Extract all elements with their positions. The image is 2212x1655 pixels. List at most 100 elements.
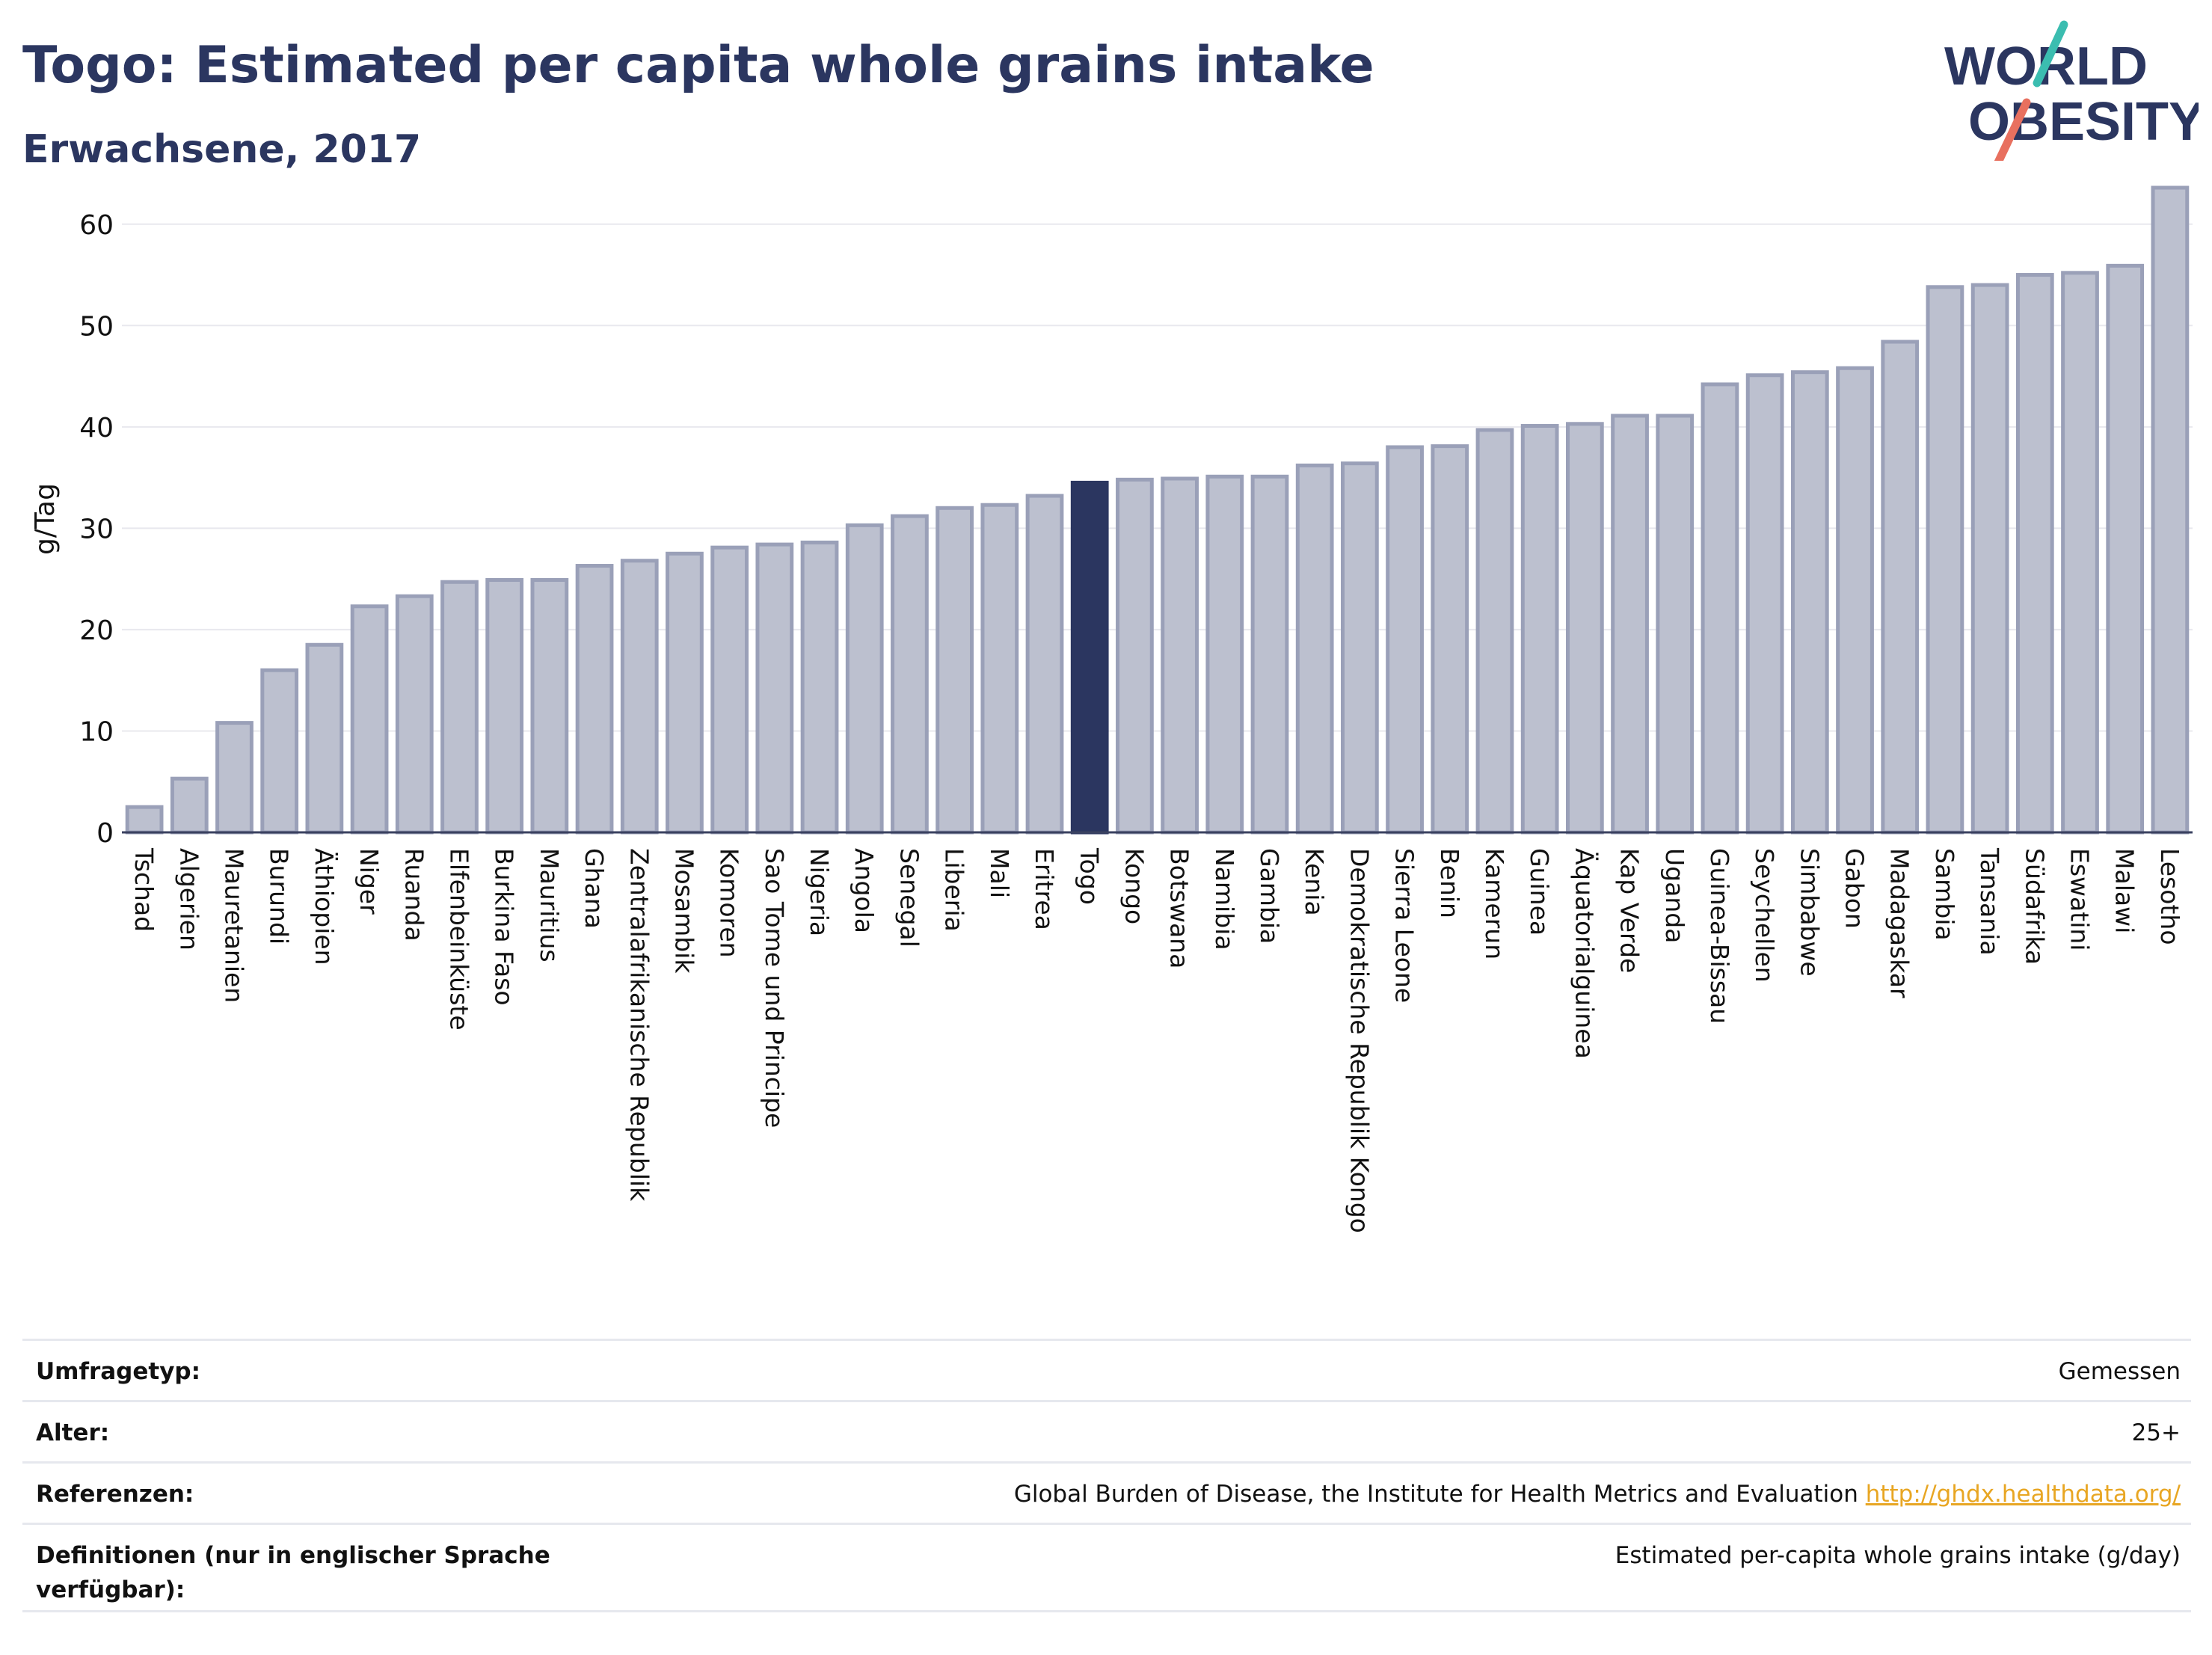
x-tick-label: Burundi [265, 848, 294, 945]
x-tick-label: Nigeria [805, 848, 834, 936]
x-tick-label: Kongo [1119, 848, 1149, 924]
bar-uganda [1656, 414, 1695, 835]
bar-liberia [936, 506, 974, 835]
x-tick-label: Gambia [1255, 848, 1284, 944]
x-tick-label: Eritrea [1030, 848, 1059, 930]
x-tick-label: Kamerun [1480, 848, 1509, 959]
bar-ruanda [395, 594, 434, 835]
bar-gambia [1250, 474, 1289, 835]
bar-zentralafrikanische-republik [620, 559, 659, 835]
meta-value: Global Burden of Disease, the Institute … [1013, 1481, 2181, 1508]
bar-eswatini [2061, 271, 2099, 835]
meta-row: Definitionen (nur in englischer Sprache … [22, 1523, 2191, 1612]
bar-simbabwe [1790, 370, 1829, 835]
y-tick-label: 10 [79, 716, 114, 747]
x-tick-label: Togo [1075, 847, 1104, 905]
meta-row: Referenzen: Global Burden of Disease, the… [22, 1461, 2191, 1523]
x-tick-label: Sierra Leone [1390, 848, 1419, 1003]
bar-nigeria [800, 540, 839, 835]
bar-angola [845, 523, 884, 835]
meta-row: Alter: 25+ [22, 1400, 2191, 1461]
x-tick-label: Mauritius [535, 848, 564, 962]
x-tick-label: Guinea [1525, 848, 1554, 936]
y-axis-label: g/Tag [30, 483, 61, 555]
bar-botswana [1161, 476, 1199, 835]
logo-slash-coral [1994, 98, 2031, 161]
bar-senegal [891, 514, 929, 835]
bar-niger [350, 604, 389, 835]
x-tick-label: Gabon [1840, 848, 1870, 929]
bar-äquatorialguinea [1565, 422, 1604, 835]
chart-subtitle: Erwachsene, 2017 [22, 127, 422, 172]
x-tick-label: Mali [985, 848, 1014, 898]
bar-sambia [1926, 285, 1964, 835]
bar-malawi [2106, 263, 2145, 835]
bar-burundi [260, 668, 299, 835]
bar-eritrea [1025, 494, 1064, 835]
bar-tschad [125, 805, 164, 835]
bar-elfenbeinküste [440, 580, 479, 835]
bar-mosambik [666, 551, 704, 835]
x-tick-label: Zentralafrikanische Republik [624, 848, 654, 1202]
x-tick-label: Ruanda [399, 848, 428, 942]
y-tick-label: 50 [79, 311, 114, 342]
x-tick-label: Kenia [1300, 848, 1329, 916]
x-tick-label: Tschad [129, 847, 159, 932]
x-tick-label: Tansania [1975, 847, 2004, 956]
bar-demokratische-republik-kongo [1341, 461, 1379, 835]
x-tick-label: Senegal [894, 848, 924, 948]
x-tick-label: Sambia [1930, 848, 1959, 941]
x-tick-label: Botswana [1165, 848, 1194, 968]
bar-kap-verde [1611, 414, 1649, 835]
y-tick-label: 60 [79, 210, 114, 241]
y-tick-label: 40 [79, 413, 114, 443]
bar-südafrika [2015, 273, 2054, 835]
x-tick-label: Madagaskar [1885, 848, 1914, 998]
bar-benin [1431, 444, 1469, 835]
x-tick-label: Mosambik [669, 848, 698, 974]
x-tick-label: Kap Verde [1615, 848, 1644, 973]
bar-kamerun [1475, 428, 1514, 835]
meta-row: Umfragetyp: Gemessen [22, 1339, 2191, 1400]
x-tick-label: Lesotho [2155, 848, 2184, 945]
x-tick-label: Uganda [1660, 848, 1689, 943]
bars [125, 185, 2190, 835]
bar-sierra-leone [1386, 445, 1424, 835]
bar-guinea-bissau [1701, 382, 1739, 835]
bar-kenia [1295, 463, 1334, 835]
x-tick-label: Benin [1435, 848, 1464, 918]
meta-value: Gemessen [2058, 1358, 2181, 1385]
metadata-table: Umfragetyp: Gemessen Alter: 25+ Referenzen: G… [22, 1339, 2191, 1612]
bar-äthiopien [305, 642, 344, 835]
x-tick-label: Burkina Faso [490, 848, 519, 1006]
bar-mauretanien [215, 721, 254, 835]
bar-togo [1070, 480, 1109, 835]
reference-link[interactable]: http://ghdx.healthdata.org/ [1865, 1481, 2181, 1508]
bar-kongo [1116, 477, 1154, 835]
chart-title: Togo: Estimated per capita whole grains … [22, 36, 1374, 95]
x-tick-label: Algerien [174, 848, 203, 951]
meta-label: Alter: [36, 1419, 110, 1446]
x-tick-label: Seychellen [1750, 848, 1779, 983]
world-obesity-logo: WORLD OBESITY [1944, 20, 2199, 161]
bar-algerien [170, 776, 209, 835]
bar-komoren [710, 545, 749, 835]
bar-gabon [1836, 366, 1874, 835]
axes: 0 10 20 30 40 50 60 Tschad Algerien Mauretanien Bu… [79, 210, 2193, 1233]
x-tick-label: Angola [850, 848, 879, 933]
bar-seychellen [1745, 373, 1784, 835]
x-tick-label: Malawi [2110, 848, 2139, 933]
x-tick-label: Guinea-Bissau [1705, 848, 1734, 1024]
bar-tansania [1970, 283, 2009, 835]
x-tick-label: Äquatorialguinea [1570, 848, 1599, 1059]
y-tick-label: 0 [96, 818, 114, 849]
x-tick-label: Komoren [715, 848, 744, 958]
meta-label: Definitionen (nur in englischer Sprache … [36, 1542, 550, 1603]
bar-madagaskar [1881, 340, 1920, 835]
x-tick-label: Elfenbeinküste [444, 848, 473, 1031]
x-tick-label: Ghana [580, 848, 609, 929]
x-tick-label: Sao Tome und Principe [760, 848, 789, 1128]
bar-mauritius [530, 578, 569, 835]
x-tick-label: Namibia [1210, 848, 1239, 951]
bar-lesotho [2151, 185, 2190, 835]
